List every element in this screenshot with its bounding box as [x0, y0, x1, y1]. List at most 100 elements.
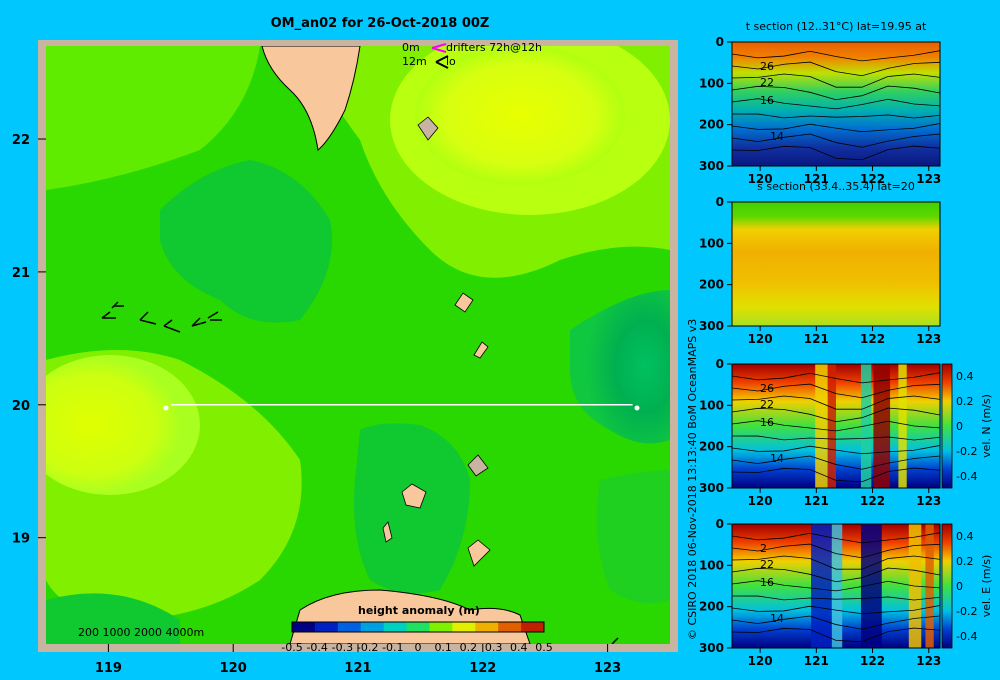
depth-tick-label: 300	[699, 319, 724, 333]
depth-tick-label: 100	[699, 398, 724, 412]
colorbar-cell	[475, 622, 499, 632]
colorbar-cell	[521, 622, 545, 632]
colorbar-label: vel. N (m/s)	[980, 394, 993, 458]
colorbar-cell	[337, 622, 362, 632]
depth-tick-label: 100	[699, 76, 724, 90]
depth-tick-label: 0	[716, 195, 724, 209]
colorbar-tick-label: 0	[415, 641, 422, 654]
legend-12m: 12m	[402, 55, 427, 68]
lon-tick-label: 122	[860, 332, 885, 346]
map-title: OM_an02 for 26-Oct-2018 00Z	[270, 16, 490, 31]
colorbar-tick-label: 0.2	[956, 395, 974, 408]
lon-tick-label: 120	[748, 332, 773, 346]
contour-label: 16	[760, 576, 774, 589]
colorbar-cell	[498, 622, 522, 632]
lat-tick-label: 19	[12, 532, 30, 547]
section-field	[732, 42, 940, 166]
land-taiwan	[261, 46, 361, 151]
lon-tick-label: 123	[594, 661, 621, 676]
panel-title: t section (12..31°C) lat=19.95 at	[746, 20, 927, 33]
lon-tick-label: 122	[469, 661, 496, 676]
colorbar-tick-label: 0.2	[956, 555, 974, 568]
contour-label: 26	[760, 60, 774, 73]
colorbar-cell	[406, 622, 430, 632]
colorbar-tick-label: 0	[956, 420, 963, 433]
lon-tick-label: 121	[804, 332, 829, 346]
section-panel: 26 22 16 14 0 100 200 300 120 121 122 123 0.4 0.2 0 -0.…	[699, 357, 993, 508]
lon-tick-label: 120	[220, 661, 247, 676]
colorbar-tick-label: 0.3	[485, 641, 503, 654]
depth-tick-label: 100	[699, 558, 724, 572]
drifter-legend-icon	[431, 43, 447, 53]
lon-tick-label: 120	[748, 494, 773, 508]
depth-tick-label: 100	[699, 236, 724, 250]
lon-tick-label: 123	[916, 654, 941, 668]
colorbar-tick-label: -0.4	[956, 470, 977, 483]
lat-tick-label: 21	[12, 266, 30, 281]
section-panel: s section (33.4..35.4) lat=20 0 100 200 300 1…	[699, 180, 941, 346]
colorbar-cell	[429, 622, 453, 632]
contour-label: 22	[760, 76, 774, 89]
section-panels: t section (12..31°C) lat=19.95 at 26 22 16 1…	[699, 20, 993, 668]
lon-tick-label: 121	[804, 172, 829, 186]
lat-tick-label: 20	[12, 399, 30, 414]
colorbar-tick-label: -0.2	[956, 605, 977, 618]
drifters-label: drifters 72h@12h	[446, 41, 542, 54]
height-colorbar	[291, 621, 545, 633]
colorbar-cell	[292, 622, 316, 632]
svg-text:© CSIRO 2018 06-Nov-2018 13:: © CSIRO 2018 06-Nov-2018 13:13:40 BoM Oc…	[686, 319, 699, 640]
depth-tick-label: 0	[716, 517, 724, 531]
colorbar-tick-label: 0.4	[956, 370, 974, 383]
depth-tick-label: 200	[699, 440, 724, 454]
depth-tick-label: 0	[716, 35, 724, 49]
lon-tick-label: 122	[860, 654, 885, 668]
colorbar-label: vel. E (m/s)	[980, 555, 993, 618]
drifter-arrows	[101, 301, 619, 644]
colorbar-tick-label: 0	[956, 580, 963, 593]
contour-label: 2	[760, 542, 767, 555]
colorbar-cell	[452, 622, 476, 632]
depth-tick-label: 200	[699, 278, 724, 292]
drifter-legend-icon-12m	[435, 55, 449, 69]
colorbar-tick-label: -0.3	[332, 641, 353, 654]
lon-tick-label: 122	[860, 494, 885, 508]
colorbar-tick-label: 0.1	[434, 641, 452, 654]
colorbar-cell	[360, 622, 385, 632]
colorbar-tick-label: -0.4	[956, 630, 977, 643]
colorbar-title: height anomaly (m)	[358, 604, 480, 617]
lon-tick-label: 120	[748, 172, 773, 186]
contour-label: 14	[770, 452, 784, 465]
lon-tick-label: 120	[748, 654, 773, 668]
contour-label: 14	[770, 612, 784, 625]
depth-tick-label: 300	[699, 159, 724, 173]
panel-title: s section (33.4..35.4) lat=20	[757, 180, 915, 193]
lon-tick-label: 123	[916, 494, 941, 508]
lon-tick-label: 121	[804, 654, 829, 668]
credit-text: © CSIRO 2018 06-Nov-2018 13:13:40 BoM Oc…	[686, 319, 699, 640]
legend-0m: 0m	[402, 41, 420, 54]
velocity-colorbar	[941, 363, 953, 489]
colorbar-tick-label: -0.5	[281, 641, 302, 654]
colorbar-cell	[383, 622, 408, 632]
lon-tick-label: 121	[344, 661, 371, 676]
colorbar-tick-label: -0.2	[357, 641, 378, 654]
section-field	[732, 202, 940, 326]
colorbar-tick-label: 0.4	[510, 641, 528, 654]
lon-tick-label: 123	[916, 172, 941, 186]
contour-label: 22	[760, 558, 774, 571]
depth-tick-label: 200	[699, 600, 724, 614]
lon-tick-label: 119	[95, 661, 122, 676]
contour-label: 26	[760, 382, 774, 395]
colorbar-tick-label: -0.4	[306, 641, 327, 654]
depth-tick-label: 300	[699, 481, 724, 495]
contour-label: 22	[760, 398, 774, 411]
depth-tick-label: 300	[699, 641, 724, 655]
contour-label: 16	[760, 94, 774, 107]
contour-label: 14	[770, 130, 784, 143]
contour-label: 16	[760, 416, 774, 429]
colorbar-tick-label: 0.2	[460, 641, 478, 654]
lat-tick-label: 22	[12, 133, 30, 148]
colorbar-tick-label: 0.5	[535, 641, 553, 654]
lon-tick-label: 121	[804, 494, 829, 508]
